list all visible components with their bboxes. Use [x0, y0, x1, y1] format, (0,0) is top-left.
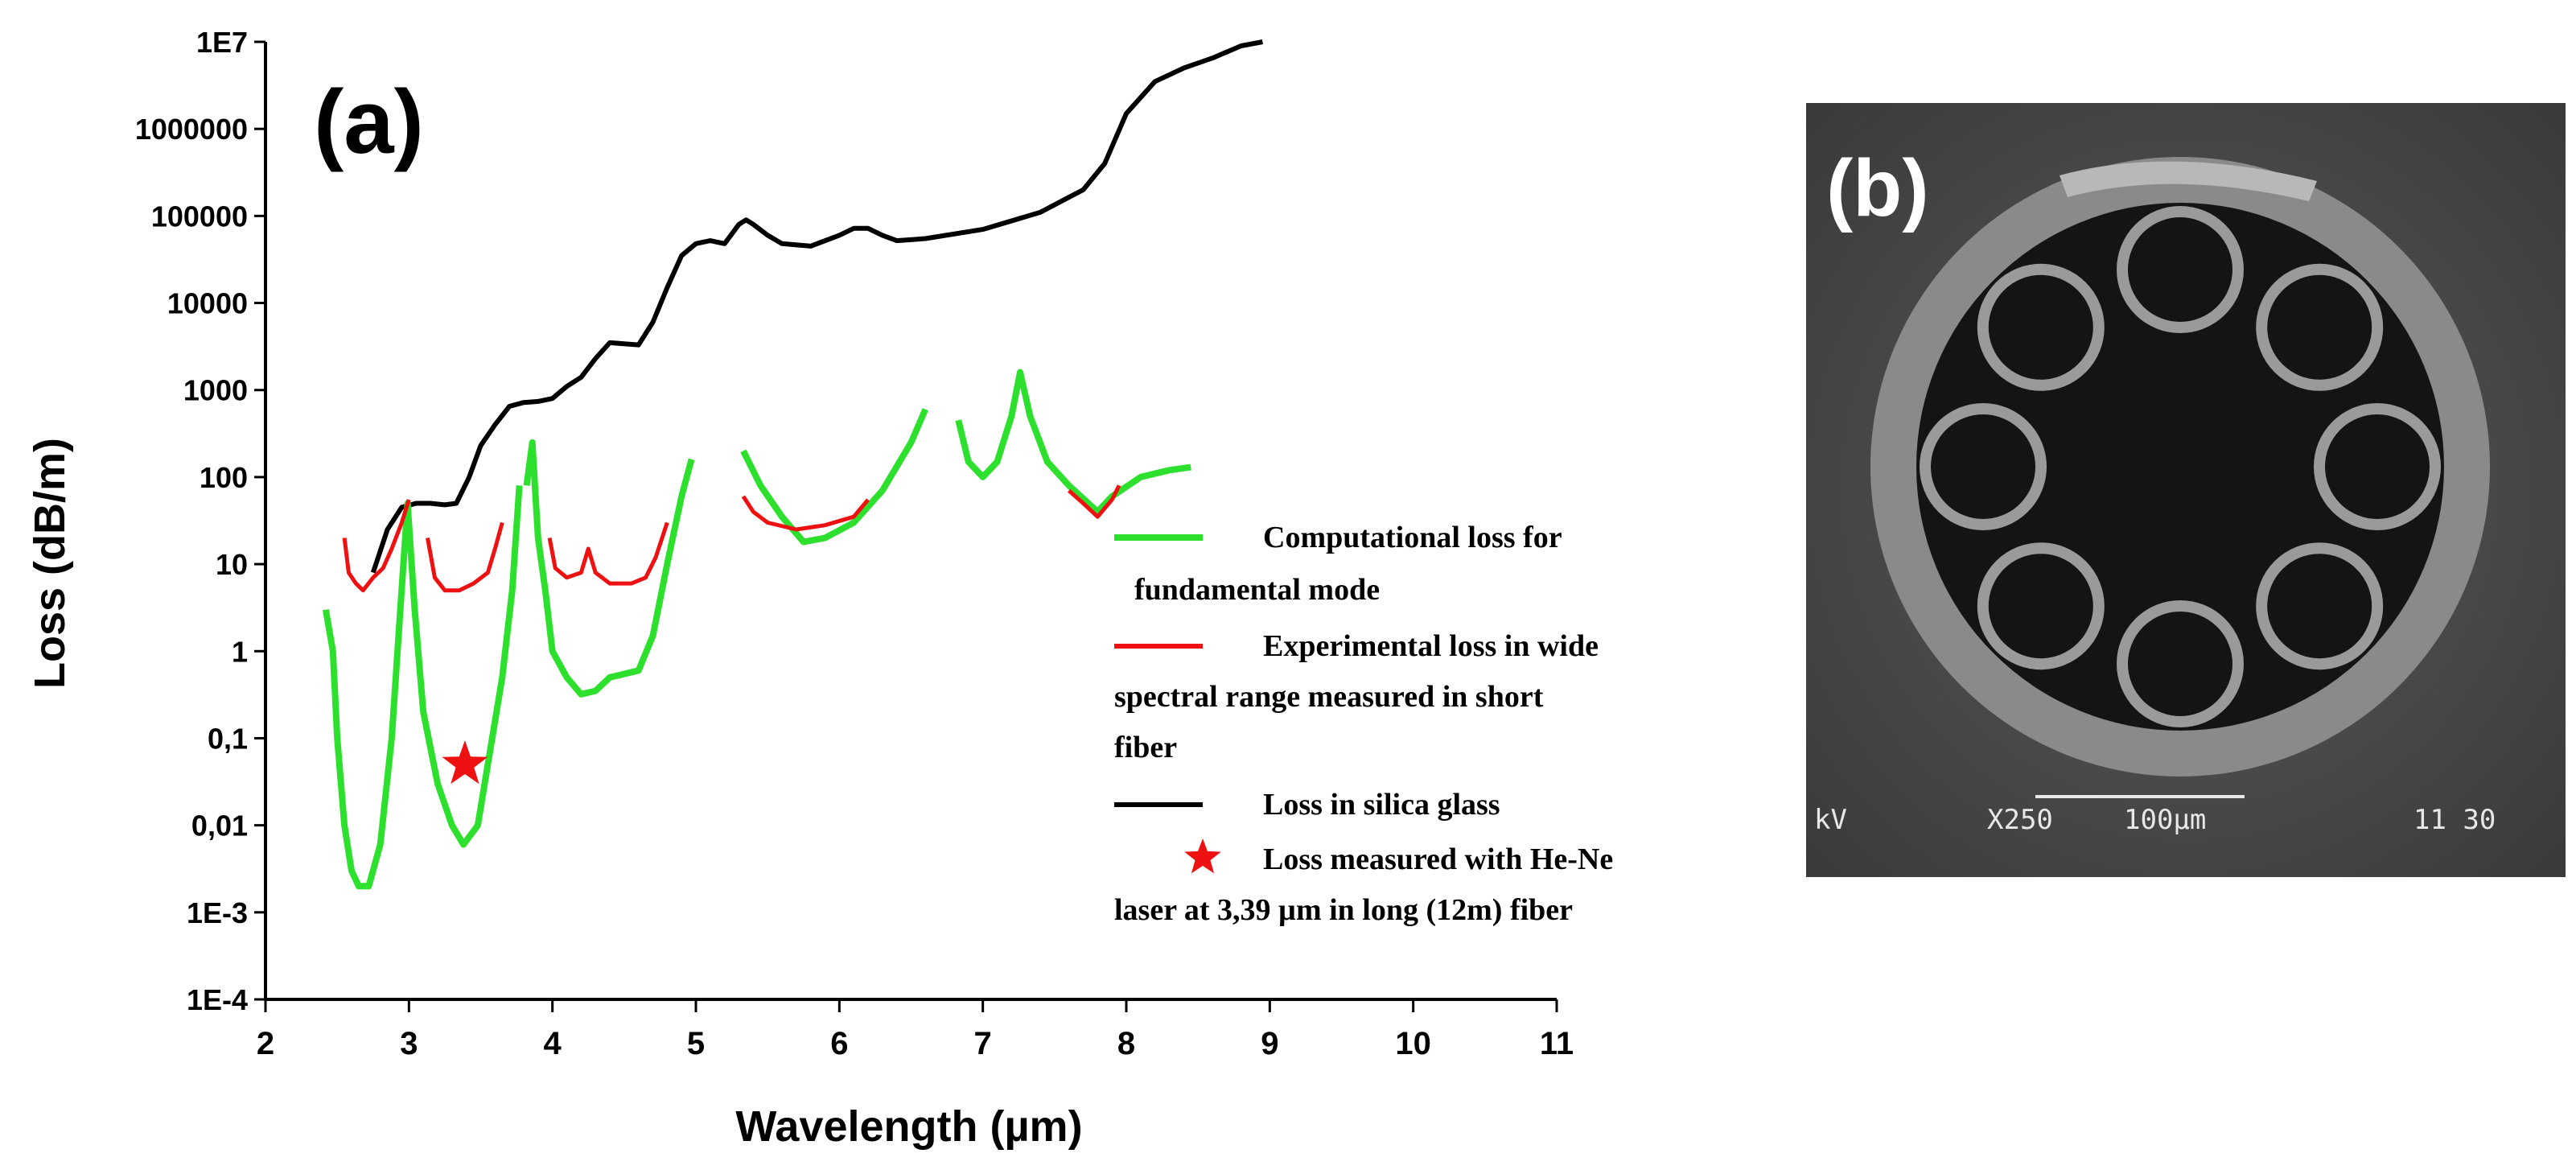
legend: Computational loss for fundamental mode Ex…: [1114, 521, 1613, 927]
series-2-segment-2: [547, 521, 669, 586]
y-tick-label: 0,01: [191, 809, 248, 842]
capillaries: [1920, 206, 2441, 727]
y-tick-label: 1: [232, 635, 248, 668]
x-tick-label: 3: [400, 1026, 418, 1061]
star-marker: [442, 740, 488, 785]
legend-entry-text: Computational loss for: [1263, 521, 1562, 554]
y-tick-label: 100: [200, 461, 248, 494]
series-1-segment-3: [955, 369, 1191, 515]
y-ticks: 1E-4 1E-3 0,01 0,1 1 10 100 1000 10000 100000 1000…: [135, 26, 265, 1016]
x-tick-label: 7: [974, 1026, 992, 1061]
legend-entry-text: Experimental loss in wide: [1263, 629, 1599, 663]
x-ticks: 2 3 4 5 6 7 8 9 10 11: [257, 999, 1574, 1061]
x-tick-label: 10: [1395, 1026, 1431, 1061]
panel-label-a: (a): [314, 72, 424, 172]
series-2-segment-1: [426, 521, 504, 593]
panel-a-chart: (a) 1E-4 1E-3 0,01 0,1 1 10 100 1000 10000 100000…: [26, 26, 1613, 1151]
panel-b-sem-image: kV X250 100µm 11 30 (b): [1806, 103, 2566, 877]
sem-caption-magnification: X250: [1987, 804, 2053, 836]
capillary-tube: [1920, 403, 2047, 530]
series-1-segment-2: [740, 408, 928, 546]
legend-entry-text: fiber: [1114, 731, 1177, 764]
series-2-segment-0: [342, 499, 411, 593]
x-tick-label: 4: [544, 1026, 562, 1061]
x-tick-label: 8: [1117, 1026, 1135, 1061]
capillary-tube: [2256, 263, 2384, 391]
surface-debris: [2060, 161, 2317, 201]
series-1-segment-1: [523, 439, 695, 698]
y-tick-label: 10000: [167, 287, 248, 320]
legend-entry-text: spectral range measured in short: [1114, 680, 1544, 714]
capillary-tube: [2117, 206, 2244, 333]
x-axis-title: Wavelength (µm): [735, 1102, 1082, 1151]
y-tick-label: 1000: [183, 374, 248, 407]
x-tick-label: 5: [687, 1026, 705, 1061]
x-tick-label: 11: [1540, 1026, 1574, 1061]
legend-entry-text: fundamental mode: [1134, 573, 1380, 607]
y-tick-label: 1E-3: [187, 896, 248, 929]
x-tick-label: 9: [1261, 1026, 1278, 1061]
legend-entry-text: Loss in silica glass: [1263, 788, 1500, 822]
y-axis-title: Loss (dB/m): [26, 438, 74, 689]
capillary-tube: [2117, 600, 2244, 727]
sem-caption-scale: 100µm: [2124, 804, 2206, 836]
y-tick-label: 0,1: [208, 722, 248, 755]
sem-caption-kv: kV: [1814, 804, 1847, 836]
y-tick-label: 100000: [151, 200, 248, 233]
series-1-segment-0: [322, 485, 523, 890]
axes: [264, 42, 1557, 1001]
x-tick-label: 2: [257, 1026, 274, 1061]
capillary-tube: [1977, 263, 2105, 391]
legend-star-swatch: [1184, 838, 1221, 874]
y-tick-label: 1E-4: [187, 983, 248, 1016]
panel-label-b: (b): [1826, 143, 1929, 233]
series-2-segment-3: [741, 495, 870, 532]
x-tick-label: 6: [830, 1026, 848, 1061]
legend-entry-text: Loss measured with He-Ne: [1263, 842, 1613, 876]
capillary-tube: [2256, 542, 2384, 670]
y-tick-label: 1E7: [196, 26, 248, 59]
y-tick-label: 1000000: [135, 113, 248, 146]
capillary-tube: [2314, 403, 2441, 530]
y-tick-label: 10: [216, 548, 248, 581]
plot-area: [322, 39, 1263, 890]
capillary-tube: [1977, 542, 2105, 670]
series-2-segment-4: [1068, 484, 1121, 519]
sem-caption-id: 11 30: [2413, 804, 2496, 836]
legend-entry-text: laser at 3,39 µm in long (12m) fiber: [1114, 893, 1573, 927]
series-0-segment-0: [370, 39, 1263, 574]
